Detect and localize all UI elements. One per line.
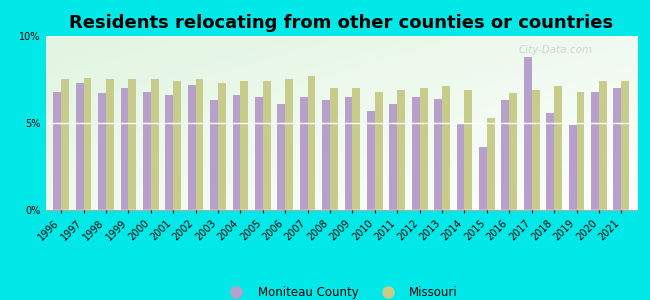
Bar: [61, 80, 69, 210]
Bar: [554, 86, 562, 210]
Bar: [397, 90, 405, 210]
Bar: [255, 97, 263, 210]
Bar: [501, 100, 510, 210]
Bar: [591, 92, 599, 210]
Bar: [196, 80, 203, 210]
Title: Residents relocating from other counties or countries: Residents relocating from other counties…: [69, 14, 614, 32]
Bar: [285, 80, 293, 210]
Bar: [614, 88, 621, 210]
Bar: [510, 93, 517, 210]
Bar: [352, 88, 360, 210]
Bar: [546, 112, 554, 210]
Bar: [120, 88, 129, 210]
Bar: [263, 81, 270, 210]
Bar: [367, 111, 375, 210]
Bar: [106, 80, 114, 210]
Bar: [375, 92, 383, 210]
Bar: [442, 86, 450, 210]
Bar: [577, 92, 584, 210]
Text: City-Data.com: City-Data.com: [519, 45, 593, 55]
Bar: [188, 85, 196, 210]
Bar: [53, 92, 61, 210]
Legend: Moniteau County, Missouri: Moniteau County, Missouri: [218, 280, 464, 300]
Bar: [98, 93, 106, 210]
Bar: [434, 99, 442, 210]
Bar: [412, 97, 420, 210]
Bar: [479, 147, 487, 210]
Bar: [465, 90, 473, 210]
Bar: [621, 81, 629, 210]
Bar: [457, 123, 465, 210]
Bar: [307, 76, 315, 210]
Bar: [389, 104, 397, 210]
Bar: [344, 97, 352, 210]
Bar: [300, 97, 307, 210]
Bar: [143, 92, 151, 210]
Bar: [233, 95, 240, 210]
Bar: [420, 88, 428, 210]
Bar: [330, 88, 338, 210]
Bar: [524, 57, 532, 210]
Bar: [84, 78, 92, 210]
Bar: [569, 125, 577, 210]
Bar: [165, 95, 173, 210]
Bar: [210, 100, 218, 210]
Bar: [129, 80, 136, 210]
Bar: [240, 81, 248, 210]
Bar: [151, 80, 159, 210]
Bar: [532, 90, 539, 210]
Bar: [322, 100, 330, 210]
Bar: [487, 118, 495, 210]
Bar: [278, 104, 285, 210]
Bar: [173, 81, 181, 210]
Bar: [599, 81, 606, 210]
Bar: [218, 83, 226, 210]
Bar: [76, 83, 84, 210]
